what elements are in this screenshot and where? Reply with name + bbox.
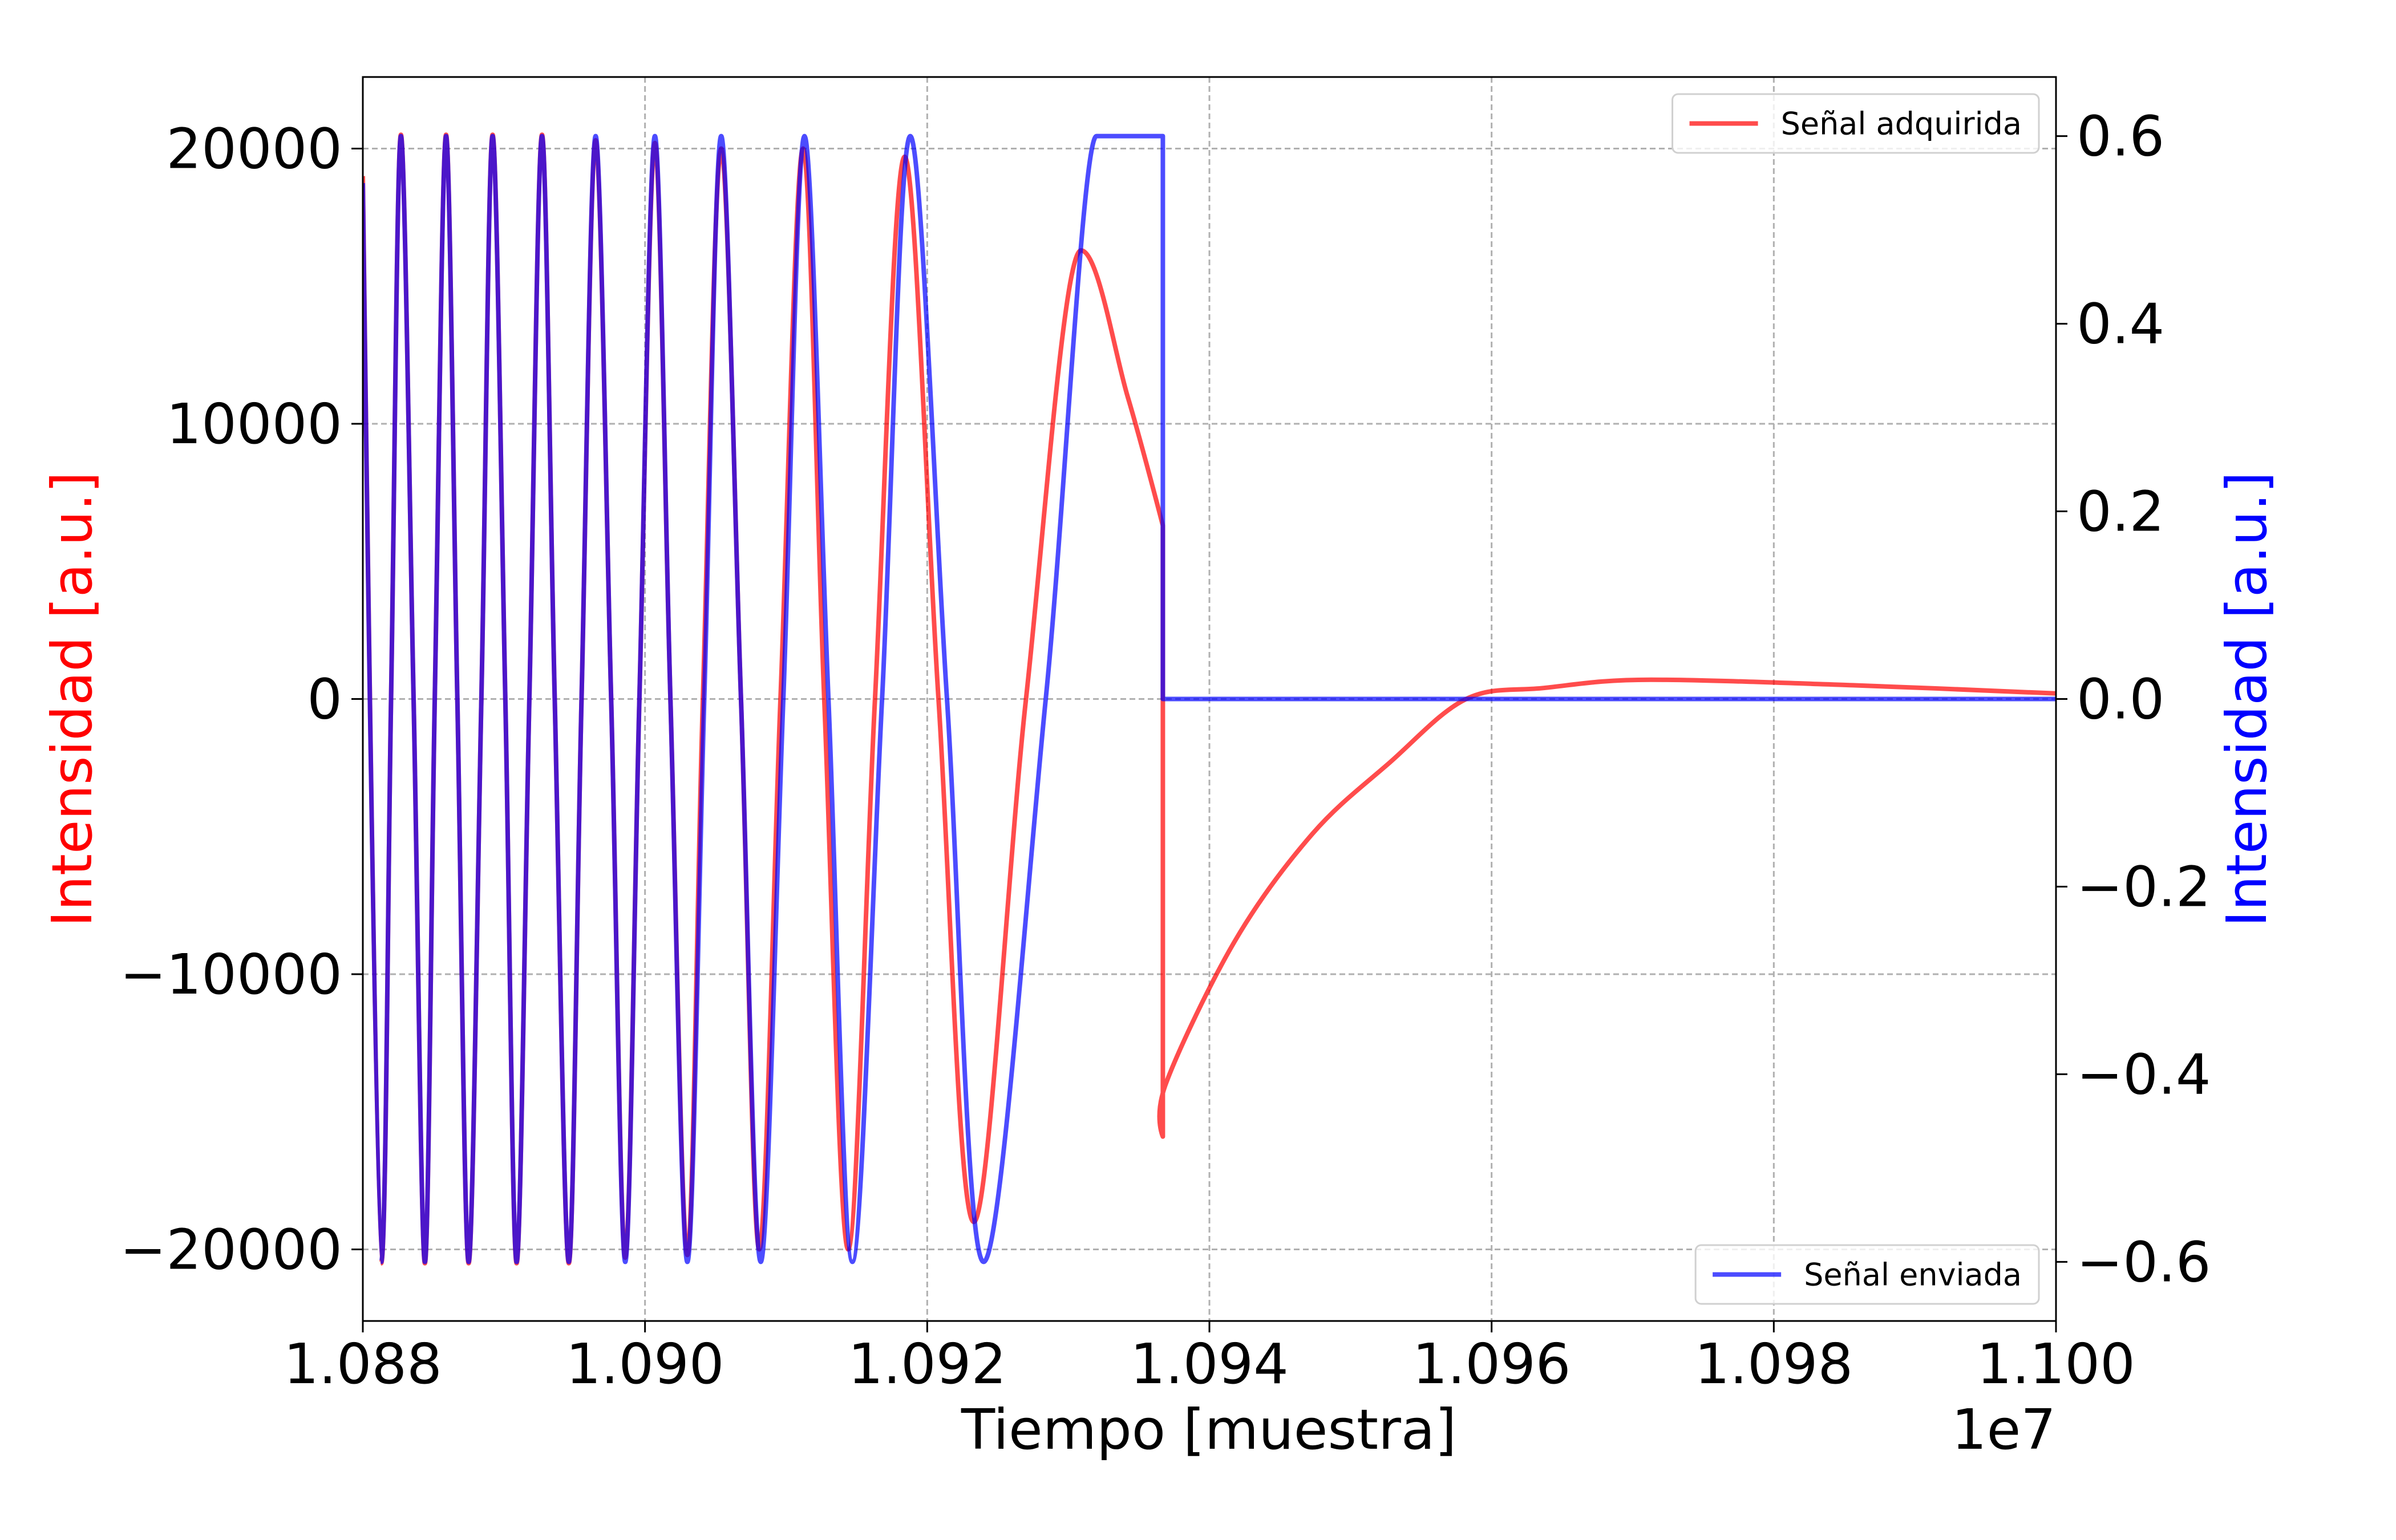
y2-tick-label: −0.4 xyxy=(2077,1042,2211,1107)
x-tick-label: 1.090 xyxy=(566,1332,725,1396)
x-tick-label: 1.094 xyxy=(1130,1332,1289,1396)
y2-tick-label: −0.2 xyxy=(2077,854,2211,919)
x-axis-label: Tiempo [muestra] xyxy=(961,1397,1456,1462)
y-tick-label: 10000 xyxy=(166,392,342,456)
x-tick-label: 1.088 xyxy=(284,1332,442,1396)
y2-tick-label: 0.4 xyxy=(2077,292,2164,356)
y2-tick-label: 0.0 xyxy=(2077,667,2164,732)
legend-label: Señal enviada xyxy=(1804,1257,2022,1293)
y2-tick-label: 0.2 xyxy=(2077,480,2164,544)
x-tick-label: 1.096 xyxy=(1412,1332,1571,1396)
y2-tick-label: −0.6 xyxy=(2077,1230,2211,1294)
y-tick-label: −20000 xyxy=(120,1218,342,1282)
x-tick-label: 1.092 xyxy=(848,1332,1006,1396)
x-tick-label: 1.100 xyxy=(1977,1332,2135,1396)
y-tick-label: 20000 xyxy=(166,116,342,181)
legend: Señal adquirida xyxy=(1671,93,2040,154)
legend: Señal enviada xyxy=(1694,1244,2040,1305)
series-line xyxy=(363,133,2056,1265)
y-tick-label: −10000 xyxy=(120,942,342,1007)
y2-tick-label: 0.6 xyxy=(2077,104,2164,169)
y-tick-label: 0 xyxy=(307,667,342,732)
legend-box xyxy=(1694,1244,2040,1305)
y2-axis-label: Intensidad [a.u.] xyxy=(2215,472,2279,927)
y-axis-label: Intensidad [a.u.] xyxy=(40,472,104,927)
legend-label: Señal adquirida xyxy=(1781,106,2022,142)
axes-frame xyxy=(362,76,2057,1322)
legend-box xyxy=(1671,93,2040,154)
x-offset-label: 1e7 xyxy=(1952,1397,2056,1462)
x-tick-label: 1.098 xyxy=(1694,1332,1853,1396)
